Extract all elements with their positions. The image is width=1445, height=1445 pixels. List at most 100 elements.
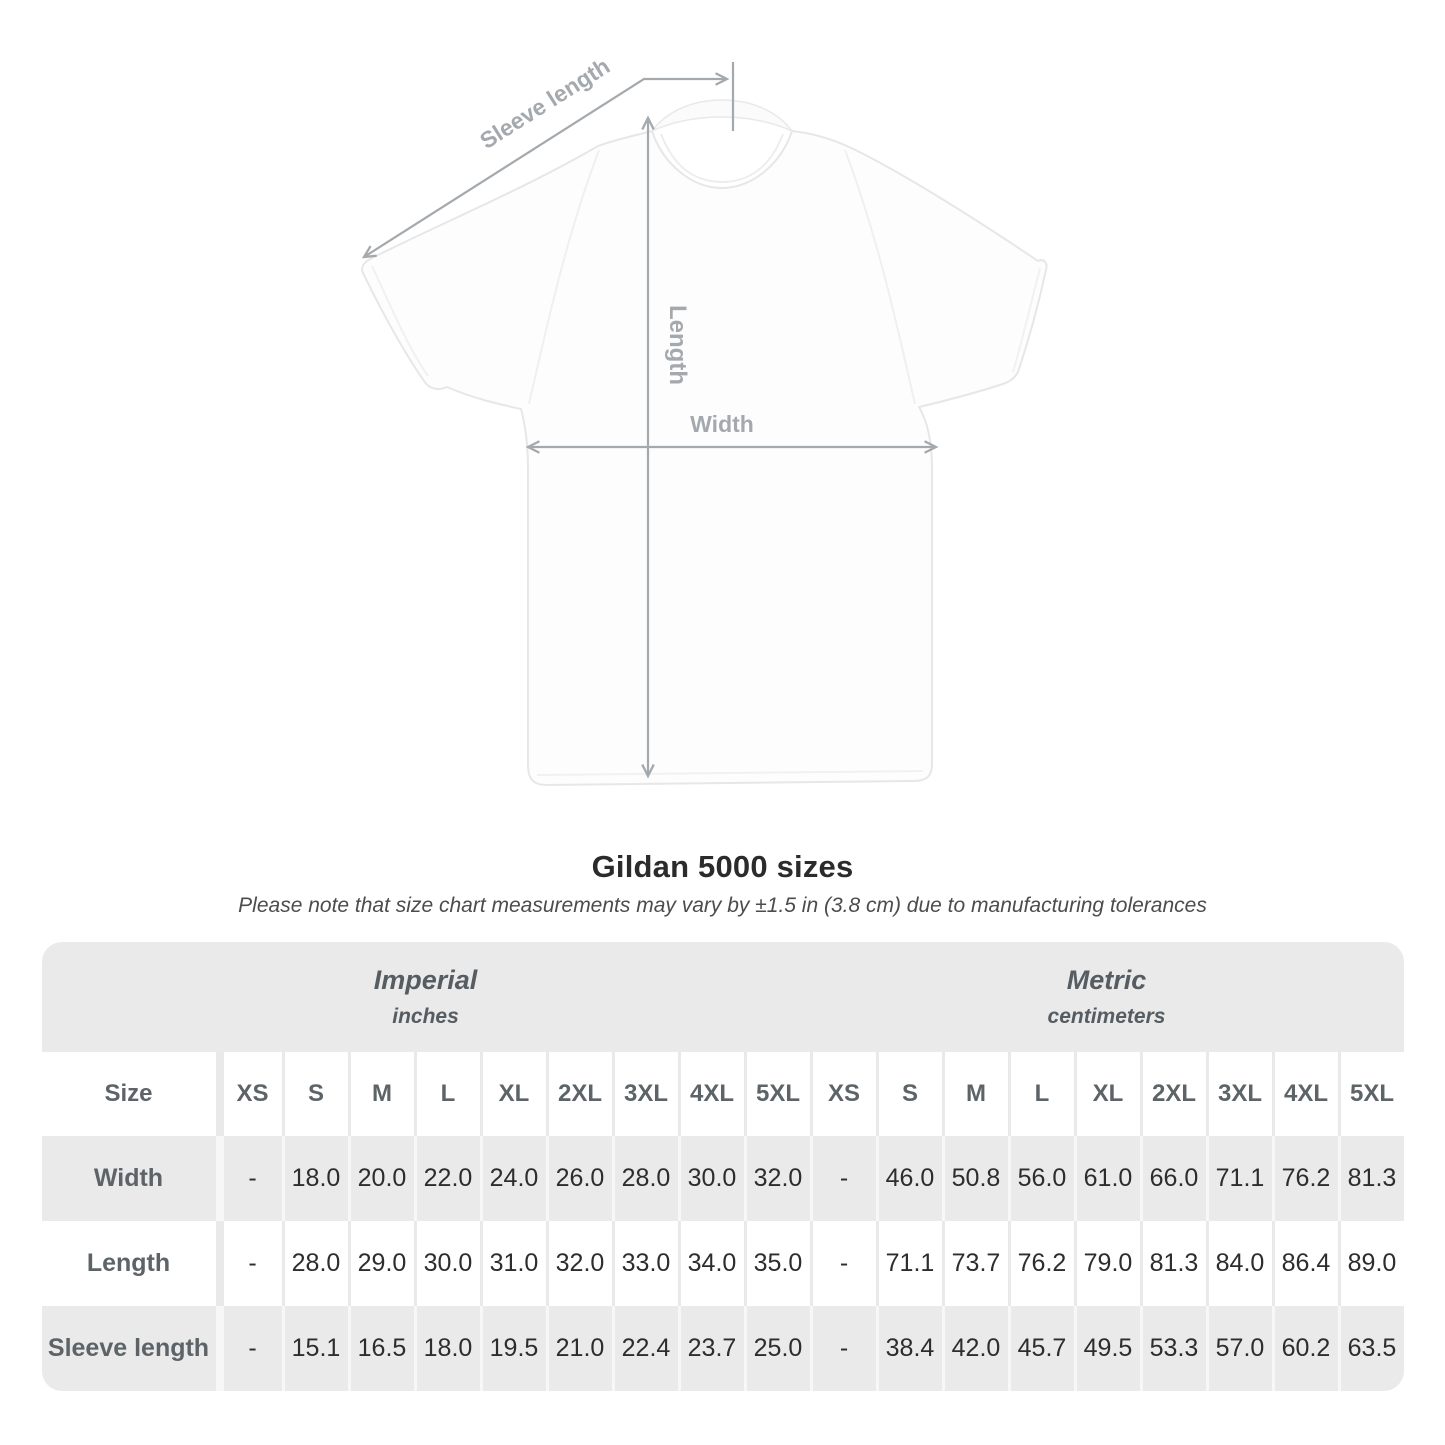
value-cell: 23.7 xyxy=(677,1306,744,1391)
row-label: Width xyxy=(41,1136,216,1221)
value-cell: 86.4 xyxy=(1271,1221,1338,1306)
value-cell: 35.0 xyxy=(743,1221,810,1306)
size-header-cell: 3XL xyxy=(611,1052,678,1136)
value-cell: 60.2 xyxy=(1271,1306,1338,1391)
value-cell: 49.5 xyxy=(1073,1306,1140,1391)
value-cell: 32.0 xyxy=(545,1221,612,1306)
sleeve-length-arrow xyxy=(364,79,727,257)
value-cell: - xyxy=(809,1221,876,1306)
value-cell: 18.0 xyxy=(413,1306,480,1391)
table-row-sleeve-length: Sleeve length - 15.1 16.5 18.0 19.5 21.0… xyxy=(41,1306,1404,1391)
value-cell: 76.2 xyxy=(1007,1221,1074,1306)
value-cell: 28.0 xyxy=(611,1136,678,1221)
row-label: Length xyxy=(41,1221,216,1306)
value-cell: 34.0 xyxy=(677,1221,744,1306)
value-cell: 30.0 xyxy=(677,1136,744,1221)
length-label: Length xyxy=(664,305,691,385)
value-cell: 57.0 xyxy=(1205,1306,1272,1391)
value-cell: 28.0 xyxy=(281,1221,348,1306)
value-cell: 33.0 xyxy=(611,1221,678,1306)
value-cell: 19.5 xyxy=(479,1306,546,1391)
size-header-cell: 5XL xyxy=(743,1052,810,1136)
size-header-cell: S xyxy=(281,1052,348,1136)
value-cell: 71.1 xyxy=(1205,1136,1272,1221)
size-header-cell: L xyxy=(413,1052,480,1136)
value-cell: 63.5 xyxy=(1337,1306,1404,1391)
tshirt-left-sleeve-hem xyxy=(371,265,429,377)
value-cell: - xyxy=(809,1306,876,1391)
value-cell: 46.0 xyxy=(875,1136,942,1221)
value-cell: 25.0 xyxy=(743,1306,810,1391)
metric-group-header: Metric centimeters xyxy=(809,942,1404,1052)
measurement-arrows xyxy=(364,62,936,776)
size-header-cell: 4XL xyxy=(1271,1052,1338,1136)
value-cell: 71.1 xyxy=(875,1221,942,1306)
value-cell: 38.4 xyxy=(875,1306,942,1391)
value-cell: 66.0 xyxy=(1139,1136,1206,1221)
value-cell: 84.0 xyxy=(1205,1221,1272,1306)
value-cell: 50.8 xyxy=(941,1136,1008,1221)
size-header-cell: 4XL xyxy=(677,1052,744,1136)
value-cell: - xyxy=(809,1136,876,1221)
size-header-cell: XS xyxy=(809,1052,876,1136)
tolerance-note: Please note that size chart measurements… xyxy=(238,894,1207,917)
size-header-cell: 2XL xyxy=(545,1052,612,1136)
imperial-group-header: Imperial inches xyxy=(41,942,810,1052)
size-column-header: Size xyxy=(41,1052,216,1136)
width-label: Width xyxy=(690,411,754,437)
value-cell: 89.0 xyxy=(1337,1221,1404,1306)
value-cell: - xyxy=(215,1306,282,1391)
value-cell: 42.0 xyxy=(941,1306,1008,1391)
tshirt-measurement-diagram: Sleeve length Length Width xyxy=(361,53,1048,786)
value-cell: 81.3 xyxy=(1337,1136,1404,1221)
size-header-cell: M xyxy=(347,1052,414,1136)
value-cell: 24.0 xyxy=(479,1136,546,1221)
size-table-container: Imperial inches Metric centimeters Size … xyxy=(41,942,1404,1391)
value-cell: 21.0 xyxy=(545,1306,612,1391)
value-cell: 26.0 xyxy=(545,1136,612,1221)
value-cell: 20.0 xyxy=(347,1136,414,1221)
table-row-length: Length - 28.0 29.0 30.0 31.0 32.0 33.0 3… xyxy=(41,1221,1404,1306)
size-header-row: Size XS S M L XL 2XL 3XL 4XL 5XL XS S M … xyxy=(41,1052,1404,1136)
size-header-cell: M xyxy=(941,1052,1008,1136)
metric-group-subtitle: centimeters xyxy=(1047,1005,1166,1028)
tshirt-body xyxy=(361,130,1048,786)
value-cell: 15.1 xyxy=(281,1306,348,1391)
value-cell: 53.3 xyxy=(1139,1306,1206,1391)
value-cell: 76.2 xyxy=(1271,1136,1338,1221)
value-cell: 22.4 xyxy=(611,1306,678,1391)
table-row-width: Width - 18.0 20.0 22.0 24.0 26.0 28.0 30… xyxy=(41,1136,1404,1221)
size-header-cell: L xyxy=(1007,1052,1074,1136)
row-label: Sleeve length xyxy=(41,1306,216,1391)
value-cell: 73.7 xyxy=(941,1221,1008,1306)
size-header-cell: XS xyxy=(215,1052,282,1136)
value-cell: - xyxy=(215,1221,282,1306)
metric-group-title: Metric xyxy=(1066,965,1147,995)
tshirt-right-armhole-seam xyxy=(844,149,916,405)
imperial-group-title: Imperial xyxy=(373,965,478,995)
size-header-cell: S xyxy=(875,1052,942,1136)
tshirt-back-collar xyxy=(651,99,793,132)
imperial-group-subtitle: inches xyxy=(392,1005,459,1028)
value-cell: - xyxy=(215,1136,282,1221)
value-cell: 29.0 xyxy=(347,1221,414,1306)
tshirt-bottom-hem-stitch xyxy=(536,770,924,776)
tshirt-right-sleeve-hem xyxy=(1012,267,1041,373)
unit-group-row: Imperial inches Metric centimeters xyxy=(41,942,1404,1052)
value-cell: 32.0 xyxy=(743,1136,810,1221)
tshirt-illustration xyxy=(361,99,1048,786)
value-cell: 79.0 xyxy=(1073,1221,1140,1306)
size-header-cell: 2XL xyxy=(1139,1052,1206,1136)
size-header-cell: XL xyxy=(479,1052,546,1136)
page-title: Gildan 5000 sizes xyxy=(591,849,854,884)
value-cell: 22.0 xyxy=(413,1136,480,1221)
value-cell: 31.0 xyxy=(479,1221,546,1306)
sleeve-length-label: Sleeve length xyxy=(475,53,614,154)
value-cell: 81.3 xyxy=(1139,1221,1206,1306)
size-header-cell: 3XL xyxy=(1205,1052,1272,1136)
tshirt-diagram-svg: Sleeve length Length Width xyxy=(361,53,1048,786)
size-header-cell: XL xyxy=(1073,1052,1140,1136)
value-cell: 16.5 xyxy=(347,1306,414,1391)
value-cell: 56.0 xyxy=(1007,1136,1074,1221)
value-cell: 45.7 xyxy=(1007,1306,1074,1391)
